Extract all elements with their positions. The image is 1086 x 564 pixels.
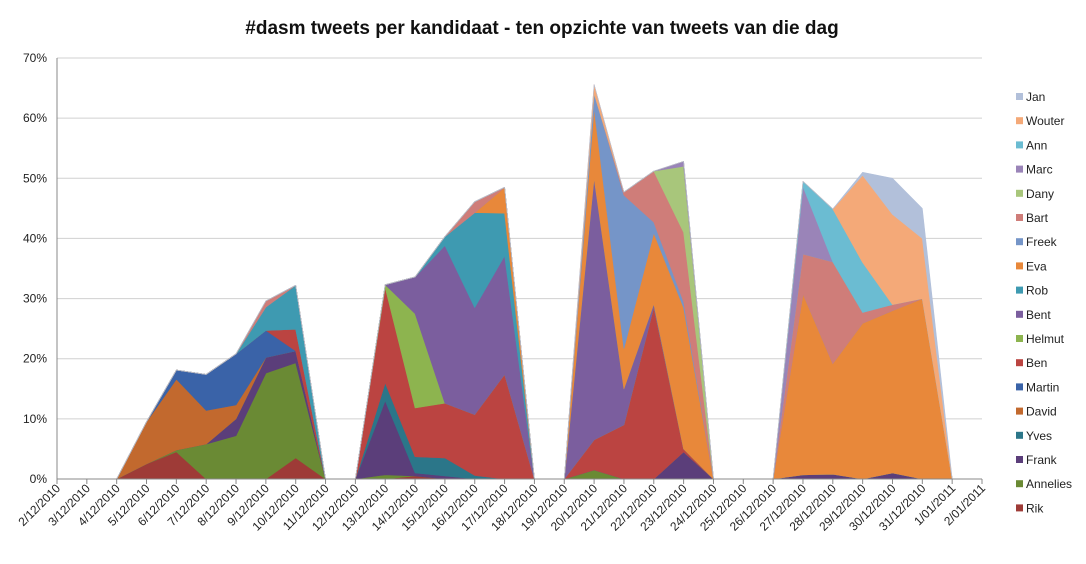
legend-label: Bart bbox=[1026, 211, 1049, 225]
legend-swatch bbox=[1016, 359, 1023, 367]
legend-item-freek: Freek bbox=[1016, 235, 1058, 249]
legend-item-wouter: Wouter bbox=[1016, 114, 1064, 128]
legend-label: Marc bbox=[1026, 163, 1053, 177]
legend-label: Helmut bbox=[1026, 332, 1065, 346]
legend-item-martin: Martin bbox=[1016, 380, 1059, 394]
legend-label: Rik bbox=[1026, 501, 1044, 515]
chart-title: #dasm tweets per kandidaat - ten opzicht… bbox=[245, 18, 838, 39]
legend-item-eva: Eva bbox=[1016, 259, 1047, 273]
y-tick-label: 40% bbox=[23, 231, 47, 245]
legend-swatch bbox=[1016, 117, 1023, 125]
y-tick-label: 30% bbox=[23, 292, 47, 306]
legend-item-dany: Dany bbox=[1016, 187, 1054, 201]
legend-label: Jan bbox=[1026, 90, 1045, 104]
legend-item-ben: Ben bbox=[1016, 356, 1047, 370]
legend-label: Martin bbox=[1026, 380, 1059, 394]
legend-item-ann: Ann bbox=[1016, 138, 1047, 152]
legend-item-yves: Yves bbox=[1016, 429, 1052, 443]
legend-swatch bbox=[1016, 431, 1023, 439]
legend-label: Frank bbox=[1026, 453, 1058, 467]
legend-swatch bbox=[1016, 286, 1023, 294]
legend-swatch bbox=[1016, 238, 1023, 246]
legend-label: Rob bbox=[1026, 284, 1048, 298]
legend-label: Annelies bbox=[1026, 477, 1072, 491]
legend-item-bent: Bent bbox=[1016, 308, 1051, 322]
legend-label: Ann bbox=[1026, 138, 1047, 152]
legend-item-rob: Rob bbox=[1016, 284, 1048, 298]
legend-swatch bbox=[1016, 480, 1023, 488]
legend-swatch bbox=[1016, 310, 1023, 318]
legend-label: Eva bbox=[1026, 259, 1047, 273]
legend-swatch bbox=[1016, 504, 1023, 512]
y-tick-label: 60% bbox=[23, 111, 47, 125]
legend-item-frank: Frank bbox=[1016, 453, 1058, 467]
legend-item-jan: Jan bbox=[1016, 90, 1045, 104]
legend-item-helmut: Helmut bbox=[1016, 332, 1065, 346]
legend-item-david: David bbox=[1016, 405, 1057, 419]
y-tick-label: 10% bbox=[23, 412, 47, 426]
legend-swatch bbox=[1016, 335, 1023, 342]
y-tick-label: 20% bbox=[23, 352, 47, 366]
legend-swatch bbox=[1016, 456, 1023, 463]
legend-item-marc: Marc bbox=[1016, 163, 1053, 177]
legend: Jan Wouter Ann Marc Dany Bart Freek Eva Rob Bent H… bbox=[1016, 90, 1072, 515]
legend-item-annelies: Annelies bbox=[1016, 477, 1072, 491]
legend-swatch bbox=[1016, 407, 1023, 415]
legend-swatch bbox=[1016, 165, 1023, 173]
legend-item-rik: Rik bbox=[1016, 501, 1044, 515]
y-tick-label: 50% bbox=[23, 171, 47, 185]
legend-swatch bbox=[1016, 383, 1023, 391]
legend-swatch bbox=[1016, 262, 1023, 270]
legend-label: Yves bbox=[1026, 429, 1052, 443]
legend-label: Ben bbox=[1026, 356, 1047, 370]
legend-label: Freek bbox=[1026, 235, 1058, 249]
legend-swatch bbox=[1016, 93, 1023, 100]
series-areas bbox=[116, 84, 953, 480]
legend-label: Dany bbox=[1026, 187, 1054, 201]
y-tick-label: 70% bbox=[23, 51, 47, 65]
y-tick-label: 0% bbox=[30, 472, 48, 486]
legend-label: David bbox=[1026, 405, 1057, 419]
legend-swatch bbox=[1016, 214, 1023, 221]
legend-item-bart: Bart bbox=[1016, 211, 1049, 225]
legend-swatch bbox=[1016, 141, 1023, 149]
legend-swatch bbox=[1016, 189, 1023, 197]
legend-label: Bent bbox=[1026, 308, 1051, 322]
legend-label: Wouter bbox=[1026, 114, 1064, 128]
